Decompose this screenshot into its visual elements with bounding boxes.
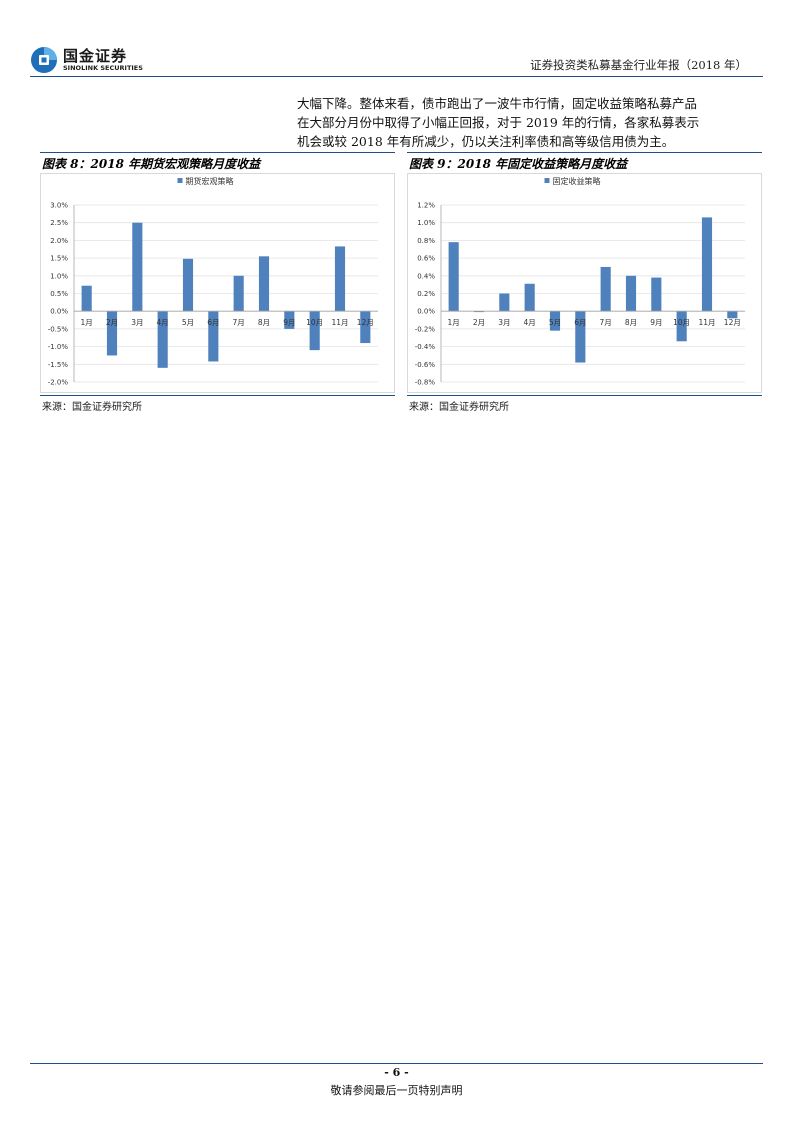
bar <box>549 311 561 331</box>
y-tick-label: 0.0% <box>50 308 68 316</box>
y-tick-label: 0.5% <box>50 290 68 298</box>
y-tick-label: -1.0% <box>48 343 69 351</box>
x-tick-label: 10月 <box>673 318 690 327</box>
bar <box>157 311 168 368</box>
page-number: - 6 - <box>384 1066 409 1079</box>
bar <box>132 222 143 312</box>
intro-line: 在大部分月份中取得了小幅正回报，对于 2019 年的行情，各家私募表示 <box>297 115 700 130</box>
y-tick-label: 1.5% <box>50 255 68 263</box>
y-tick-label: 0.4% <box>417 272 435 280</box>
bar-chart-svg: 固定收益策略 1.2% 1.0% 0.8% 0.6% 0.4% 0.2% 0.0% -0.2% -… <box>407 173 762 393</box>
x-tick-label: 1月 <box>81 318 93 327</box>
figure-9-title-bar: 图表 9：2018 年固定收益策略月度收益 <box>407 152 762 174</box>
bar <box>625 275 637 312</box>
page-header: 国金证券 SINOLINK SECURITIES 证券投资类私募基金行业年报（2… <box>30 44 763 74</box>
bar <box>701 217 713 312</box>
y-tick-label: 2.0% <box>50 237 68 245</box>
figure-9-bottom-rule <box>407 395 762 396</box>
x-tick-label: 12月 <box>724 318 741 327</box>
x-tick-label: 10月 <box>306 318 323 327</box>
x-tick-label: 11月 <box>331 318 348 327</box>
x-tick-label: 3月 <box>131 318 143 327</box>
x-tick-label: 5月 <box>549 318 561 327</box>
intro-line: 大幅下降。整体来看，债市跑出了一波牛市行情，固定收益策略私募产品 <box>297 96 698 111</box>
bar <box>258 256 270 312</box>
y-tick-label: 1.0% <box>417 219 435 227</box>
x-tick-label: 9月 <box>283 318 295 327</box>
intro-paragraph: 大幅下降。整体来看，债市跑出了一波牛市行情，固定收益策略私募产品 在大部分月份中… <box>297 94 755 151</box>
legend-label: 固定收益策略 <box>553 176 601 186</box>
y-tick-label: -0.4% <box>415 343 436 351</box>
figure-9-source: 来源：国金证券研究所 <box>409 402 509 413</box>
figure-9-chart: 固定收益策略 1.2% 1.0% 0.8% 0.6% 0.4% 0.2% 0.0% -0.2% -… <box>407 173 762 393</box>
logo-chinese-name: 国金证券 <box>63 47 128 65</box>
y-tick-label: -0.5% <box>48 325 69 333</box>
y-tick-label: 1.0% <box>50 272 68 280</box>
y-tick-label: 2.5% <box>50 219 68 227</box>
x-tick-label: 3月 <box>498 318 510 327</box>
bar <box>473 311 485 313</box>
bar <box>448 242 459 312</box>
legend-swatch <box>177 178 183 183</box>
legend-swatch <box>544 178 550 183</box>
footer-divider <box>30 1063 763 1064</box>
y-tick-label: -0.2% <box>415 325 436 333</box>
bar <box>600 266 611 312</box>
bar <box>233 275 244 312</box>
bar <box>81 285 92 312</box>
bar <box>524 283 535 312</box>
x-tick-label: 4月 <box>157 318 169 327</box>
bar-chart-svg: 期货宏观策略 3.0% 2.5% 2.0% 1.5% 1.0% 0.5% 0.0% -0.5% -… <box>40 173 395 393</box>
bar <box>360 311 371 344</box>
y-tick-label: 1.2% <box>417 202 435 210</box>
bar <box>676 311 687 342</box>
bar <box>309 311 320 351</box>
figure-8-title: 图表 8：2018 年期货宏观策略月度收益 <box>42 157 261 171</box>
disclaimer-note: 敬请参阅最后一页特别声明 <box>330 1084 463 1097</box>
bar <box>208 311 219 362</box>
header-divider <box>30 76 763 77</box>
bar <box>651 277 662 312</box>
y-tick-label: 0.8% <box>417 237 435 245</box>
x-tick-label: 7月 <box>233 318 245 327</box>
x-tick-label: 1月 <box>448 318 460 327</box>
intro-line: 机会或较 2018 年有所减少，仍以关注利率债和高等级信用债为主。 <box>297 134 675 149</box>
bar <box>575 311 586 363</box>
x-tick-label: 2月 <box>106 318 118 327</box>
y-tick-label: -0.8% <box>415 379 436 387</box>
bar <box>499 293 510 312</box>
figure-9-title: 图表 9：2018 年固定收益策略月度收益 <box>409 157 628 171</box>
x-tick-label: 8月 <box>258 318 270 327</box>
sinolink-logo-icon <box>31 47 57 73</box>
x-tick-label: 12月 <box>357 318 374 327</box>
bar <box>284 311 295 329</box>
y-tick-label: 0.6% <box>417 255 435 263</box>
figure-8-bottom-rule <box>40 395 395 396</box>
bar <box>727 311 738 319</box>
report-title: 证券投资类私募基金行业年报（2018 年） <box>530 58 747 72</box>
x-tick-label: 4月 <box>524 318 536 327</box>
bar <box>334 246 346 312</box>
y-tick-label: 0.2% <box>417 290 435 298</box>
x-tick-label: 9月 <box>650 318 662 327</box>
x-tick-label: 6月 <box>207 318 219 327</box>
y-tick-label: -1.5% <box>48 361 69 369</box>
y-tick-label: -2.0% <box>48 379 69 387</box>
x-tick-label: 11月 <box>698 318 715 327</box>
x-tick-label: 2月 <box>473 318 485 327</box>
x-tick-label: 8月 <box>625 318 637 327</box>
x-tick-label: 6月 <box>574 318 586 327</box>
y-tick-label: -0.6% <box>415 361 436 369</box>
x-tick-label: 7月 <box>600 318 612 327</box>
figure-8-source: 来源：国金证券研究所 <box>42 402 142 413</box>
logo-english-name: SINOLINK SECURITIES <box>63 64 143 72</box>
y-tick-label: 3.0% <box>50 202 68 210</box>
figure-8-title-bar: 图表 8：2018 年期货宏观策略月度收益 <box>40 152 395 174</box>
legend-label: 期货宏观策略 <box>186 176 234 186</box>
figure-8-chart: 期货宏观策略 3.0% 2.5% 2.0% 1.5% 1.0% 0.5% 0.0% -0.5% -… <box>40 173 395 393</box>
y-tick-label: 0.0% <box>417 308 435 316</box>
bar <box>182 258 194 312</box>
bar <box>106 311 118 356</box>
x-tick-label: 5月 <box>182 318 194 327</box>
